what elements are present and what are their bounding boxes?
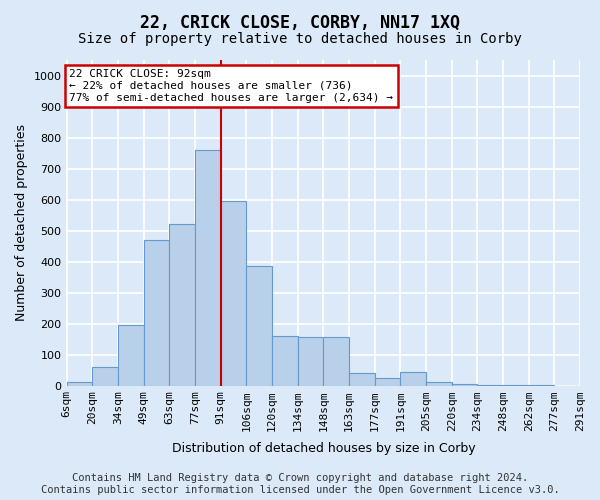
Bar [195,150,221,386]
X-axis label: Distribution of detached houses by size in Corby: Distribution of detached houses by size … [172,442,475,455]
Bar [452,384,478,386]
Text: Size of property relative to detached houses in Corby: Size of property relative to detached ho… [78,32,522,46]
Bar [349,373,374,386]
Bar [221,201,247,386]
Bar [374,378,400,386]
Bar [169,224,195,386]
Text: 22, CRICK CLOSE, CORBY, NN17 1XQ: 22, CRICK CLOSE, CORBY, NN17 1XQ [140,14,460,32]
Bar [478,384,503,386]
Y-axis label: Number of detached properties: Number of detached properties [15,124,28,322]
Bar [143,240,169,386]
Bar [323,338,349,386]
Text: Contains HM Land Registry data © Crown copyright and database right 2024.
Contai: Contains HM Land Registry data © Crown c… [41,474,559,495]
Bar [400,372,426,386]
Bar [92,367,118,386]
Bar [426,382,452,386]
Bar [118,325,143,386]
Bar [272,336,298,386]
Text: 22 CRICK CLOSE: 92sqm
← 22% of detached houses are smaller (736)
77% of semi-det: 22 CRICK CLOSE: 92sqm ← 22% of detached … [69,70,393,102]
Bar [247,266,272,386]
Bar [298,336,323,386]
Bar [67,382,92,386]
